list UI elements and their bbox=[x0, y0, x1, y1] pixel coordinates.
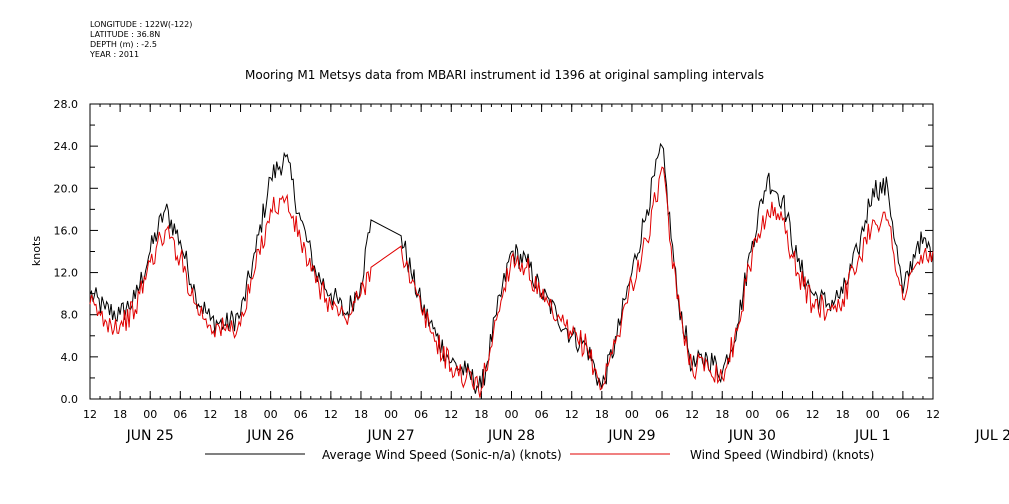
y-ticks: 0.0 4.0 8.0 12.0 16.0 20.0 24.0 28.0 bbox=[54, 98, 933, 406]
y-axis-label: knots bbox=[30, 236, 43, 266]
x-tick-label: 06 bbox=[896, 408, 910, 421]
series-line-average-wind-speed bbox=[89, 142, 934, 394]
x-tick-label: 18 bbox=[474, 408, 488, 421]
x-tick-label: 06 bbox=[173, 408, 187, 421]
y-tick-label: 28.0 bbox=[54, 98, 79, 111]
y-tick-label: 24.0 bbox=[54, 140, 79, 153]
x-tick-label: 00 bbox=[745, 408, 759, 421]
depth-label: DEPTH (m) : -2.5 bbox=[90, 40, 157, 49]
x-tick-label: 06 bbox=[294, 408, 308, 421]
longitude-label: LONGITUDE : 122W(-122) bbox=[90, 20, 193, 29]
y-tick-label: 12.0 bbox=[54, 267, 79, 280]
y-tick-label: 20.0 bbox=[54, 182, 79, 195]
x-tick-label: 00 bbox=[264, 408, 278, 421]
x-tick-label: 00 bbox=[625, 408, 639, 421]
x-date-label: JUN 29 bbox=[607, 428, 655, 444]
x-tick-label: 18 bbox=[113, 408, 127, 421]
x-date-label: JUN 26 bbox=[246, 428, 294, 444]
y-tick-label: 0.0 bbox=[61, 393, 79, 406]
x-tick-label: 00 bbox=[143, 408, 157, 421]
legend: Average Wind Speed (Sonic-n/a) (knots) W… bbox=[205, 448, 874, 462]
x-tick-label: 18 bbox=[234, 408, 248, 421]
metadata-block: LONGITUDE : 122W(-122) LATITUDE : 36.8N … bbox=[90, 20, 192, 60]
y-tick-label: 8.0 bbox=[61, 309, 79, 322]
x-tick-label: 12 bbox=[565, 408, 579, 421]
latitude-label: LATITUDE : 36.8N bbox=[90, 30, 161, 39]
x-date-label: JUL 2 bbox=[974, 428, 1009, 444]
x-tick-label: 12 bbox=[926, 408, 940, 421]
x-date-label: JUL 1 bbox=[854, 428, 891, 444]
x-tick-label: 12 bbox=[324, 408, 338, 421]
legend-label-windbird: Wind Speed (Windbird) (knots) bbox=[690, 448, 874, 462]
x-date-label: JUN 28 bbox=[487, 428, 535, 444]
x-tick-label: 06 bbox=[535, 408, 549, 421]
x-tick-label: 18 bbox=[836, 408, 850, 421]
x-tick-label: 06 bbox=[775, 408, 789, 421]
x-tick-label: 18 bbox=[354, 408, 368, 421]
y-tick-label: 16.0 bbox=[54, 224, 79, 237]
x-date-label: JUN 25 bbox=[126, 428, 174, 444]
x-ticks: 12 18 00 06 12 18 00 06 12 18 00 06 12 18 00 06 12 18 00 06… bbox=[83, 104, 1009, 444]
x-date-label: JUN 27 bbox=[367, 428, 415, 444]
x-tick-label: 06 bbox=[414, 408, 428, 421]
year-label: YEAR : 2011 bbox=[90, 50, 140, 59]
series-line-windbird-wind-speed bbox=[89, 166, 934, 398]
x-tick-label: 12 bbox=[806, 408, 820, 421]
chart-title: Mooring M1 Metsys data from MBARI instru… bbox=[245, 68, 764, 82]
x-tick-label: 18 bbox=[715, 408, 729, 421]
x-tick-label: 00 bbox=[384, 408, 398, 421]
x-tick-label: 06 bbox=[655, 408, 669, 421]
x-tick-label: 00 bbox=[505, 408, 519, 421]
x-tick-label: 12 bbox=[444, 408, 458, 421]
y-tick-label: 4.0 bbox=[61, 351, 79, 364]
x-tick-label: 12 bbox=[83, 408, 97, 421]
x-tick-label: 12 bbox=[685, 408, 699, 421]
legend-label-average-wind: Average Wind Speed (Sonic-n/a) (knots) bbox=[322, 448, 562, 462]
x-tick-label: 18 bbox=[595, 408, 609, 421]
series-layer bbox=[89, 142, 934, 398]
x-tick-label: 12 bbox=[203, 408, 217, 421]
x-date-label: JUN 30 bbox=[728, 428, 776, 444]
x-tick-label: 00 bbox=[866, 408, 880, 421]
